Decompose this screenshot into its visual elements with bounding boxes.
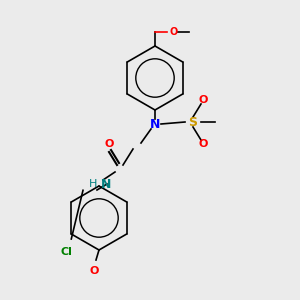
Text: O: O [89, 266, 99, 276]
Text: O: O [169, 27, 177, 37]
Text: Cl: Cl [60, 247, 72, 257]
Text: O: O [104, 139, 114, 149]
Text: O: O [198, 139, 208, 149]
Text: O: O [198, 95, 208, 105]
Text: N: N [150, 118, 160, 130]
Text: S: S [188, 116, 197, 128]
Text: N: N [101, 178, 111, 190]
Text: H: H [88, 179, 97, 189]
